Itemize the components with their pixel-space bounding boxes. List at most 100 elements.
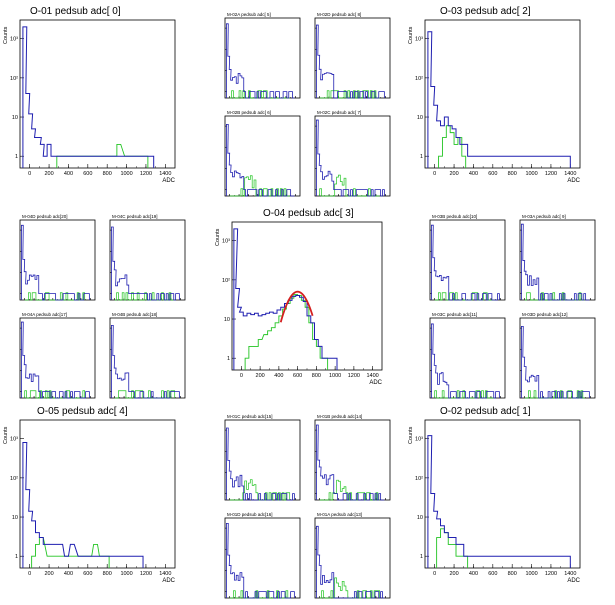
blue-histogram [427, 31, 571, 168]
panel-title: O-01 pedsub adc[ 0] [30, 6, 121, 17]
blue-histogram [21, 321, 90, 399]
x-tick-label: 800 [508, 171, 517, 177]
y-tick-label: 10³ [222, 239, 230, 245]
plot-frame [519, 317, 596, 399]
y-tick-label: 1 [420, 154, 423, 160]
small-panel: M-03B pedsub adc[10] [429, 214, 506, 301]
plot-frame [424, 419, 581, 569]
y-tick-label: 10³ [10, 437, 18, 443]
plot-frame [19, 317, 96, 399]
green-histogram [229, 90, 290, 99]
small-panel-title: M-03A pedsub adc[ 9] [522, 214, 566, 219]
x-tick-label: 1400 [367, 373, 379, 379]
y-tick-label: 1 [15, 154, 18, 160]
small-panel: M-04D pedsub adc[20] [19, 214, 96, 301]
x-tick-label: 0 [433, 171, 436, 177]
x-tick-label: 1000 [120, 571, 132, 577]
x-tick-label: 1400 [564, 171, 576, 177]
plot-frame [429, 317, 506, 399]
small-panel-title: M-02B pedsub adc[ 6] [227, 110, 271, 115]
blue-histogram [22, 26, 155, 168]
small-panel-title: M-04A pedsub adc[17] [22, 312, 67, 317]
panel-o-03: 0 200 400 600 800 1000 1200 1400 1 10 10² 10³ ADC Cou… [408, 6, 581, 184]
y-tick-label: 10³ [10, 37, 18, 43]
x-tick-label: 1000 [525, 571, 537, 577]
y-tick-label: 10² [10, 476, 18, 482]
panel-title: O-04 pedsub adc[ 3] [263, 208, 354, 219]
green-histogram [319, 90, 380, 99]
x-tick-label: 200 [44, 571, 53, 577]
blue-histogram [22, 441, 144, 568]
blue-histogram [316, 119, 385, 197]
blue-histogram [316, 424, 385, 501]
y-axis-label: Counts [408, 426, 414, 444]
small-panel: M-04A pedsub adc[17] [19, 312, 96, 399]
x-tick-label: 400 [64, 571, 73, 577]
small-panel: M-01C pedsub adc[15] [224, 414, 301, 501]
small-panel-title: M-01C pedsub adc[15] [227, 414, 273, 419]
small-panel: M-03A pedsub adc[ 9] [519, 214, 596, 301]
x-tick-label: 400 [274, 373, 283, 379]
small-panel: M-01A pedsub adc[13] [314, 512, 391, 599]
x-tick-label: 400 [469, 171, 478, 177]
x-tick-label: 1000 [525, 171, 537, 177]
y-tick-label: 10² [222, 278, 230, 284]
x-tick-label: 600 [488, 571, 497, 577]
x-axis-label: ADC [162, 178, 175, 184]
green-histogram [229, 175, 290, 197]
green-histogram [319, 479, 380, 501]
y-tick-label: 10 [417, 115, 423, 121]
y-tick-label: 10² [415, 76, 423, 82]
green-histogram [319, 577, 381, 599]
small-panel-title: M-03C pedsub adc[11] [432, 312, 477, 317]
panel-title: O-05 pedsub adc[ 4] [37, 406, 128, 417]
small-panel-title: M-03D pedsub adc[12] [522, 312, 568, 317]
x-tick-label: 0 [28, 571, 31, 577]
green-histogram [436, 528, 469, 568]
x-tick-label: 0 [433, 571, 436, 577]
plot-frame [19, 19, 176, 169]
small-panel-title: M-01B pedsub adc[14] [317, 414, 362, 419]
x-tick-label: 1200 [545, 171, 557, 177]
x-tick-label: 1400 [159, 571, 171, 577]
small-panel-title: M-02C pedsub adc[ 7] [317, 110, 361, 115]
plot-frame [429, 219, 506, 301]
x-axis-label: ADC [567, 178, 580, 184]
y-tick-label: 1 [227, 356, 230, 362]
y-tick-label: 1 [15, 554, 18, 560]
plot-frame [314, 517, 391, 599]
small-panel: M-03C pedsub adc[11] [429, 312, 506, 399]
y-tick-label: 10³ [415, 437, 423, 443]
x-tick-label: 800 [103, 571, 112, 577]
blue-histogram [316, 525, 385, 599]
x-tick-label: 400 [469, 571, 478, 577]
y-axis-label: Counts [3, 426, 9, 444]
panel-title: O-02 pedsub adc[ 1] [440, 406, 531, 417]
x-tick-label: 1400 [159, 171, 171, 177]
fit-curve [279, 290, 314, 323]
plot-frame [314, 419, 391, 501]
blue-histogram [21, 224, 90, 301]
panel-o-01: 0 200 400 600 800 1000 1200 1400 1 10 10² 10³ ADC Cou… [3, 6, 176, 184]
x-tick-label: 800 [103, 171, 112, 177]
blue-histogram [521, 325, 590, 399]
blue-histogram [111, 325, 180, 399]
green-histogram [438, 125, 467, 168]
small-panel-title: M-01A pedsub adc[13] [317, 512, 362, 517]
blue-histogram [431, 323, 500, 399]
small-panel: M-04C pedsub adc[19] [109, 214, 186, 301]
small-panel-title: M-04C pedsub adc[19] [112, 214, 158, 219]
x-tick-label: 800 [312, 373, 321, 379]
x-tick-label: 1200 [348, 373, 360, 379]
y-axis-label: Counts [3, 26, 9, 44]
small-panel-title: M-03B pedsub adc[10] [432, 214, 477, 219]
blue-histogram [111, 226, 180, 301]
small-panel: M-02A pedsub adc[ 5] [224, 12, 301, 99]
plot-frame [519, 219, 596, 301]
green-histogram [114, 292, 175, 301]
x-tick-label: 1200 [140, 171, 152, 177]
plot-frame [224, 517, 301, 599]
plot-frame [19, 219, 96, 301]
